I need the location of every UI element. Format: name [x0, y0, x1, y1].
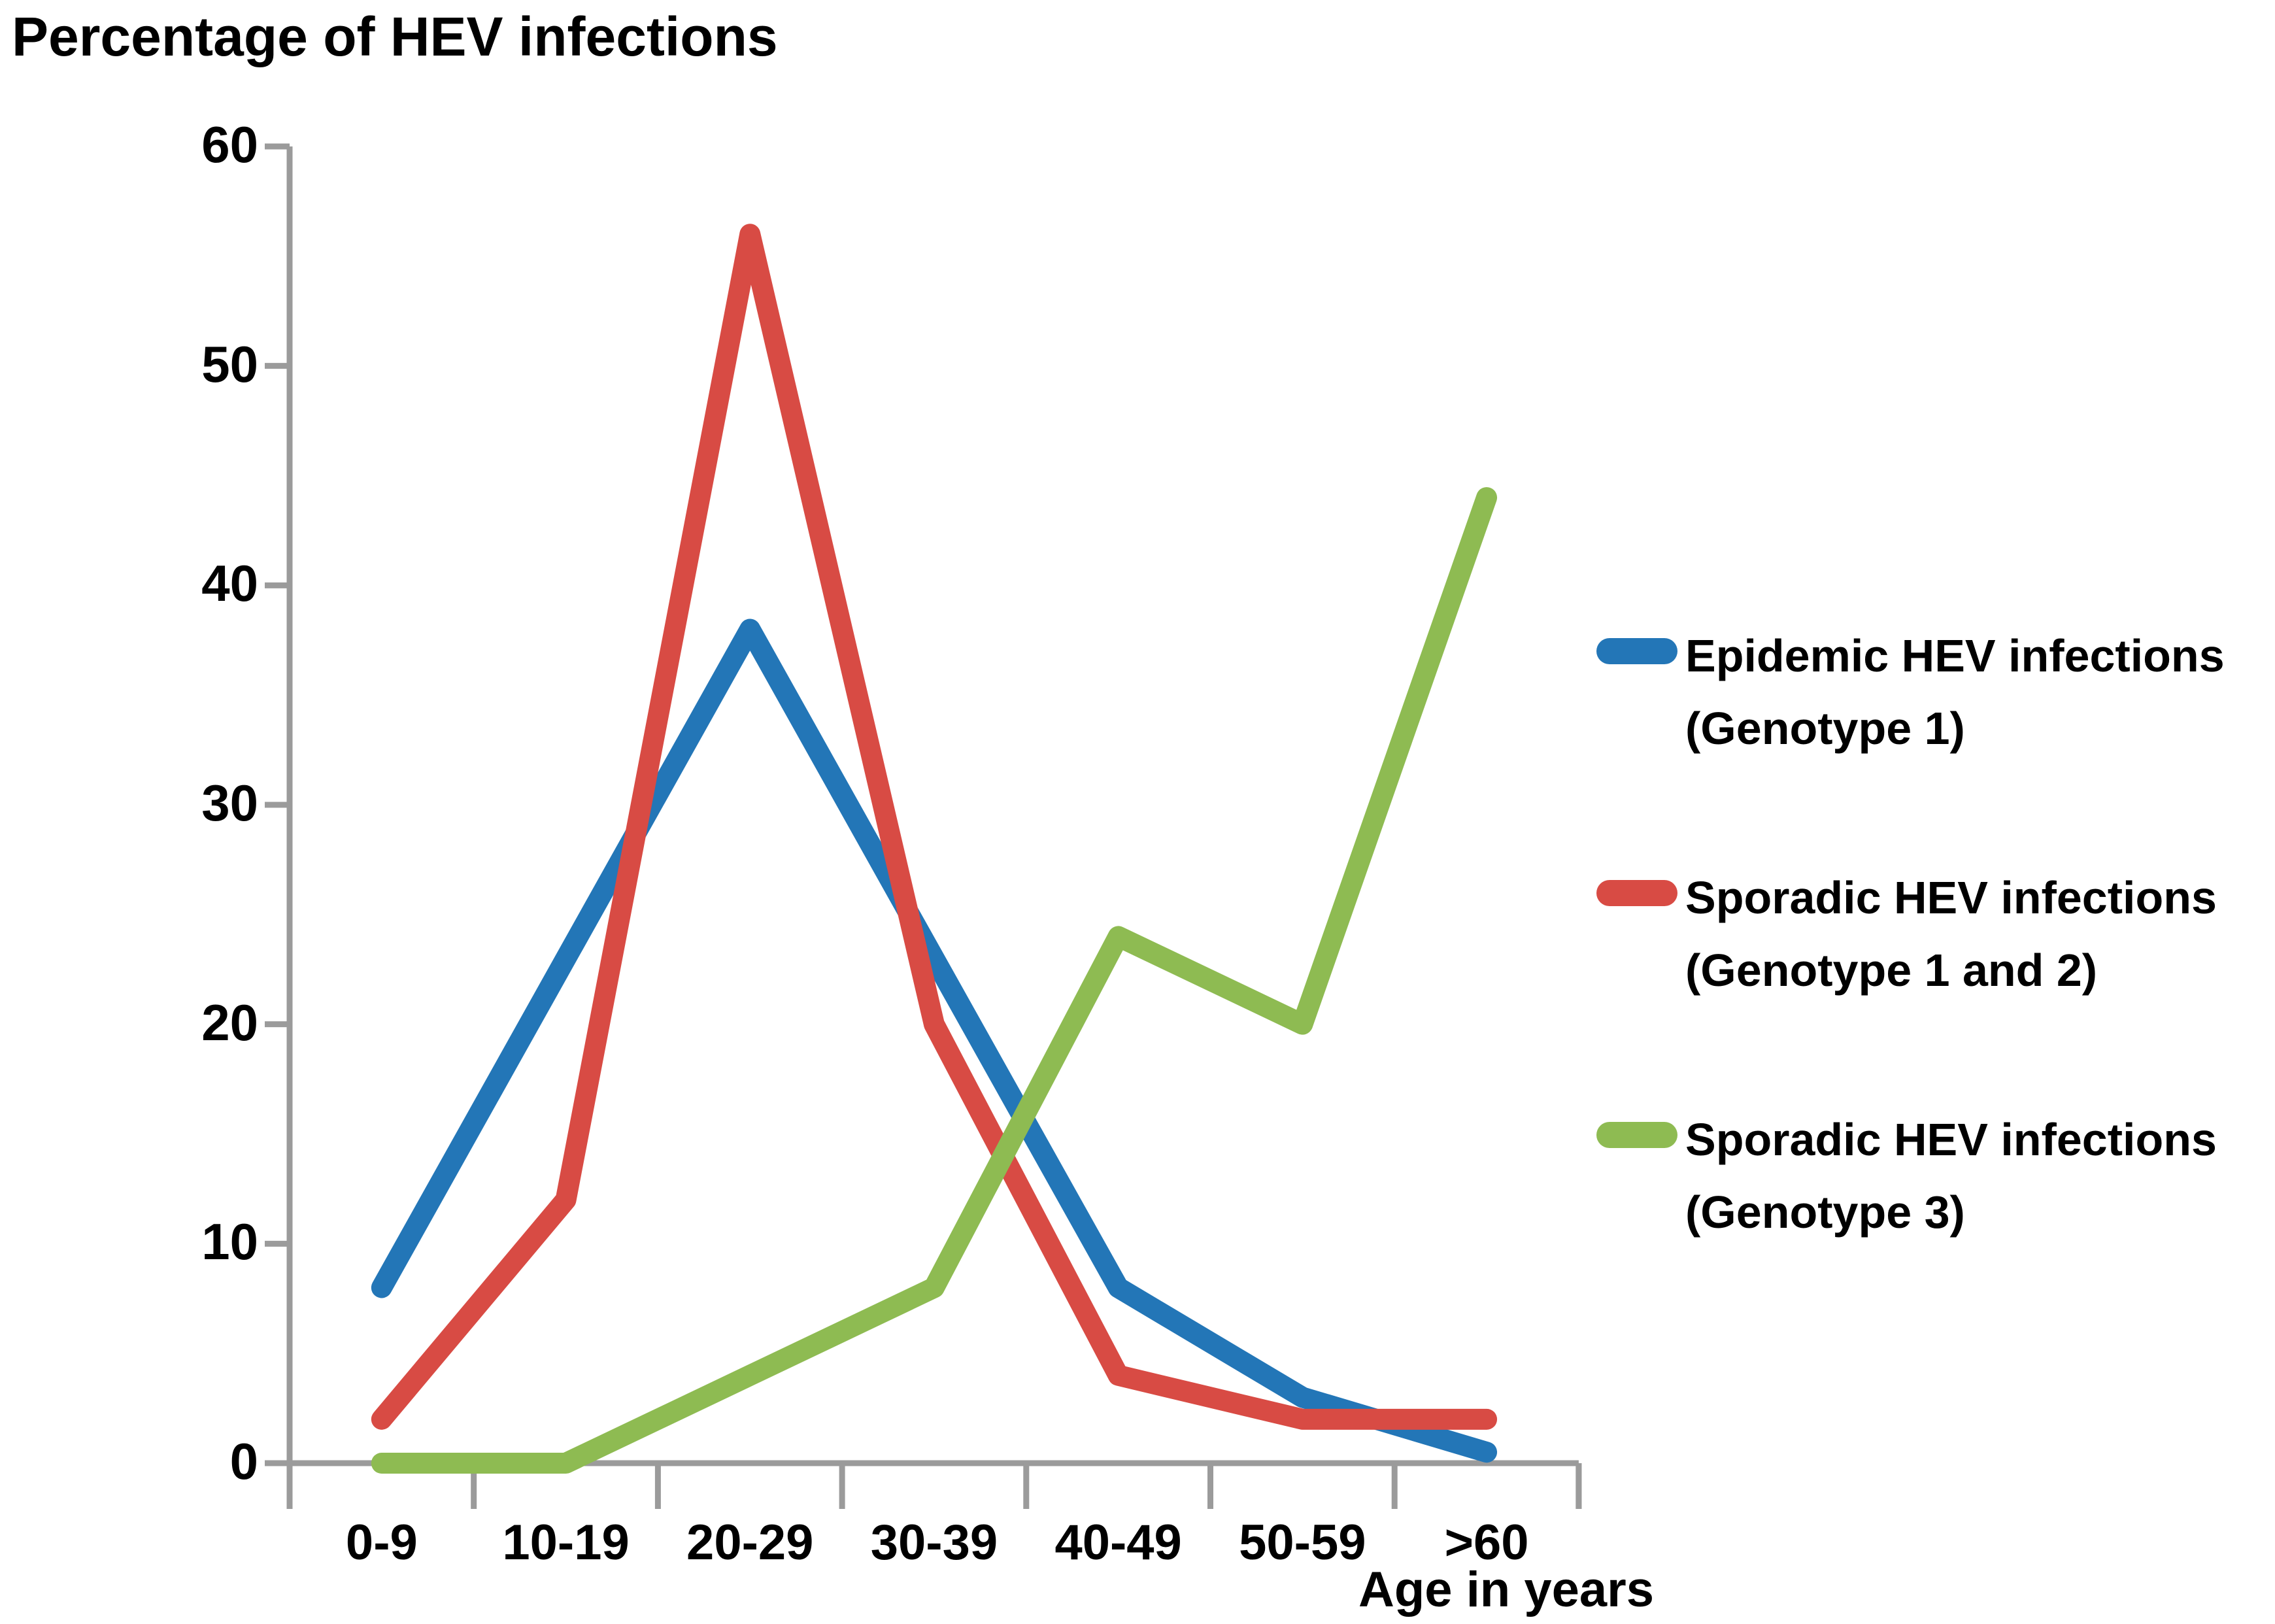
x-tick-label: 50-59: [1239, 1515, 1366, 1570]
legend-label-line: (Genotype 1): [1685, 703, 1965, 754]
y-tick-label: 50: [201, 335, 258, 393]
series-line-2: [371, 487, 1498, 1474]
x-tick-label: 40-49: [1054, 1515, 1182, 1570]
legend-label-line: Sporadic HEV infections: [1685, 872, 2217, 923]
series-line-0: [371, 618, 1498, 1463]
y-tick-label: 60: [201, 116, 258, 173]
x-tick-label: 30-39: [870, 1515, 998, 1570]
chart-legend: Epidemic HEV infections (Genotype 1) Spora…: [1596, 0, 2275, 1624]
series-line-1: [371, 224, 1498, 1430]
y-tick-label: 10: [201, 1213, 258, 1271]
legend-label-line: Sporadic HEV infections: [1685, 1114, 2217, 1165]
legend-label-line: (Genotype 3): [1685, 1187, 1965, 1238]
x-tick-label: >60: [1444, 1515, 1529, 1570]
legend-label: Sporadic HEV infections (Genotype 3): [1685, 1104, 2217, 1249]
y-tick-label: 30: [201, 774, 258, 832]
legend-swatch-icon: [1596, 638, 1677, 664]
legend-label-line: (Genotype 1 and 2): [1685, 945, 2098, 996]
legend-label: Sporadic HEV infections (Genotype 1 and 2…: [1685, 862, 2217, 1007]
x-tick-label: 20-29: [686, 1515, 814, 1570]
y-tick-label: 0: [229, 1432, 258, 1490]
chart-title: Percentage of HEV infections: [12, 6, 778, 67]
y-tick-label: 20: [201, 993, 258, 1051]
legend-label: Epidemic HEV infections (Genotype 1): [1685, 620, 2225, 765]
x-axis-title: Age in years: [1358, 1562, 1654, 1617]
x-tick-label: 0-9: [345, 1515, 418, 1570]
x-tick-label: 10-19: [502, 1515, 630, 1570]
y-tick-label: 40: [201, 554, 258, 613]
legend-swatch-icon: [1596, 880, 1677, 906]
legend-swatch-icon: [1596, 1122, 1677, 1148]
legend-label-line: Epidemic HEV infections: [1685, 630, 2225, 681]
